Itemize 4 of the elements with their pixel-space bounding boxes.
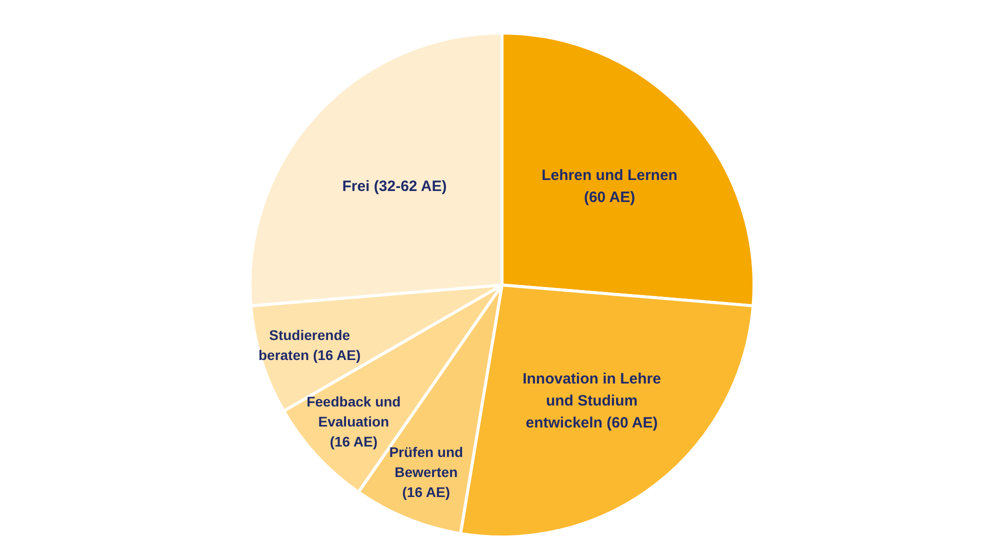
slice-label: Innovation in Lehre und Studium entwickeln (60 AE) xyxy=(522,370,661,431)
slice-label: Studierende beraten (16 AE) xyxy=(258,327,361,364)
slice-label: Lehren und Lernen (60 AE) xyxy=(542,166,678,206)
slice-label: Frei (32-62 AE) xyxy=(342,178,447,195)
